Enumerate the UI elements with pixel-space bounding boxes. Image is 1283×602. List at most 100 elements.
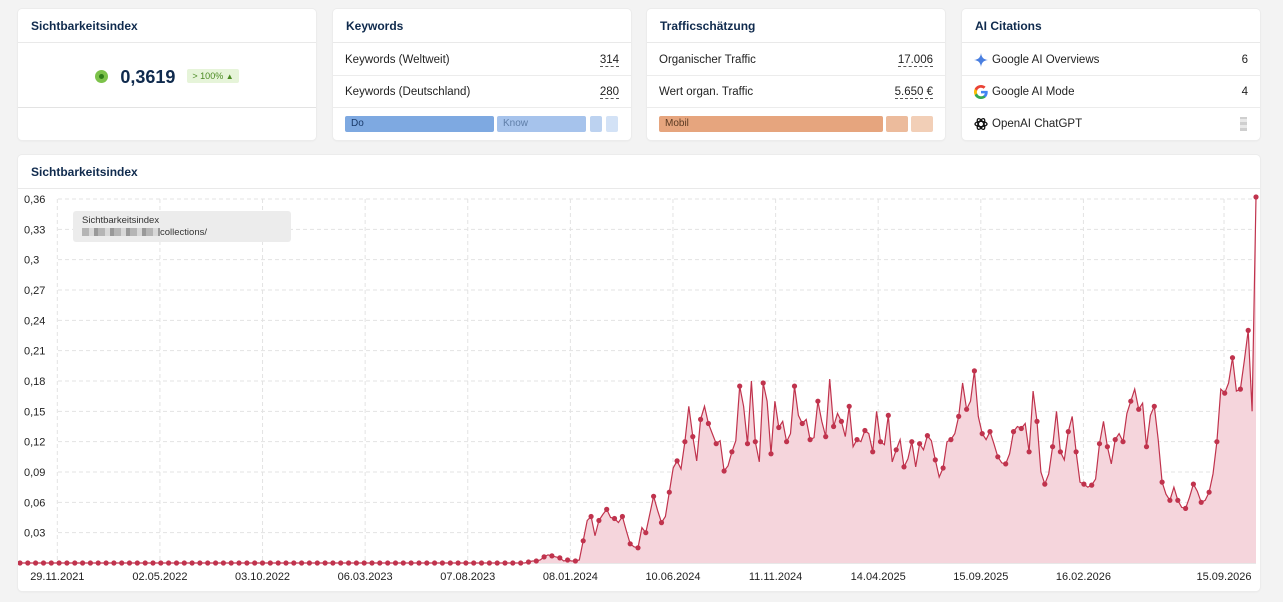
data-point [1190, 481, 1196, 487]
data-point [126, 560, 133, 566]
data-point [1026, 449, 1032, 455]
device-segment-3[interactable] [911, 116, 933, 132]
data-point [142, 560, 148, 566]
data-point [408, 560, 414, 566]
data-point [189, 560, 195, 566]
openai-logo-icon [974, 117, 988, 131]
data-point [471, 560, 477, 566]
data-point [377, 560, 383, 566]
data-point [752, 439, 758, 445]
data-point [361, 560, 367, 566]
data-point [314, 560, 320, 566]
data-point [478, 560, 485, 566]
keywords-worldwide-value[interactable]: 314 [599, 54, 619, 67]
data-point [729, 449, 735, 455]
data-point [682, 439, 688, 445]
data-point [197, 560, 203, 566]
data-point [768, 451, 774, 457]
data-point [322, 560, 328, 566]
keywords-row-germany: Keywords (Deutschland) 280 [333, 76, 631, 108]
data-point [40, 560, 47, 566]
data-point [424, 560, 430, 566]
data-point [525, 559, 532, 565]
data-point [1183, 505, 1189, 511]
traffic-value-value[interactable]: 5.650 € [894, 86, 933, 99]
data-point [275, 560, 281, 566]
device-mobile-segment[interactable]: Mobil [659, 116, 883, 132]
data-point [557, 555, 563, 561]
y-tick-label: 0,15 [24, 406, 45, 418]
data-point [1222, 390, 1228, 396]
data-point [213, 560, 219, 566]
intent-do-segment[interactable]: Do [345, 116, 494, 132]
data-point [619, 513, 626, 520]
chatgpt-value-redacted [1240, 117, 1247, 131]
data-point [25, 560, 31, 566]
data-point [893, 447, 899, 453]
data-point [658, 520, 665, 526]
data-point [1136, 406, 1142, 412]
ai-mode-value[interactable]: 4 [1241, 86, 1248, 98]
data-point [690, 434, 696, 440]
device-bar: Mobil [647, 108, 945, 140]
visibility-value: 0,3619 [120, 67, 176, 87]
divider [18, 107, 316, 108]
data-point [486, 560, 492, 566]
tooltip-url: collections/ [82, 227, 282, 239]
data-point [134, 560, 140, 566]
data-point [1253, 194, 1259, 200]
intent-know-segment[interactable]: Know [497, 116, 586, 132]
organic-traffic-value[interactable]: 17.006 [897, 54, 933, 67]
data-point [267, 560, 273, 566]
data-point [299, 560, 305, 566]
traffic-value-label: Wert organ. Traffic [659, 86, 754, 98]
x-tick-label: 02.05.2022 [132, 571, 187, 583]
data-point [181, 560, 187, 566]
data-point [572, 558, 579, 564]
device-segment-2[interactable] [886, 116, 908, 132]
visibility-status-icon [95, 69, 109, 83]
chart-card: Sichtbarkeitsindex 0,03 0,06 0,09 0,12 0,15 0… [18, 155, 1260, 591]
google-g-icon [973, 85, 988, 99]
data-point [815, 398, 821, 404]
visibility-chart[interactable]: 0,03 0,06 0,09 0,12 0,15 0,18 0,21 0,24 0,27 0,3 0… [18, 190, 1260, 590]
data-point [518, 560, 524, 566]
data-point [791, 383, 798, 389]
y-tick-label: 0,24 [24, 315, 45, 327]
data-point [385, 560, 391, 566]
data-point [971, 368, 978, 374]
gemini-sparkle-icon [974, 53, 988, 67]
intent-segment-4[interactable] [606, 116, 618, 132]
ai-overviews-value[interactable]: 6 [1241, 54, 1248, 66]
data-point [1050, 444, 1056, 450]
data-point [979, 431, 985, 437]
intent-segment-3[interactable] [590, 116, 602, 132]
ai-citations-card: AI Citations Google AI Overviews 6 Googl… [962, 9, 1260, 140]
data-point [870, 449, 876, 455]
traffic-row-value: Wert organ. Traffic 5.650 € [647, 76, 945, 108]
data-point [494, 560, 500, 566]
data-point [924, 433, 931, 439]
data-point [18, 560, 23, 566]
data-point [439, 560, 445, 566]
data-point [713, 441, 719, 447]
data-point [565, 557, 571, 563]
data-point [111, 560, 117, 566]
data-point [1245, 327, 1251, 333]
y-tick-label: 0,06 [24, 497, 45, 509]
data-point [737, 383, 743, 389]
x-tick-label: 11.11.2024 [749, 571, 802, 583]
data-point [33, 560, 39, 566]
data-point [158, 560, 164, 566]
ai-row-overviews: Google AI Overviews 6 [962, 44, 1260, 76]
data-point [1120, 439, 1126, 445]
visibility-value-row: 0,3619 > 100% ▲ [18, 67, 316, 88]
data-point [987, 429, 993, 435]
data-point [580, 538, 586, 544]
keywords-germany-value[interactable]: 280 [599, 86, 619, 99]
ai-mode-label: Google AI Mode [992, 86, 1075, 98]
ai-row-mode: Google AI Mode 4 [962, 76, 1260, 108]
data-point [721, 468, 727, 474]
data-point [80, 560, 86, 566]
data-point [533, 558, 539, 564]
